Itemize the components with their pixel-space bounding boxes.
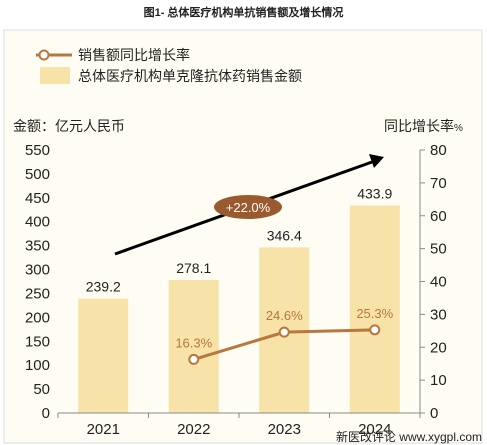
x-tick-label: 2024 <box>358 421 391 438</box>
growth-point <box>369 324 381 336</box>
chart-panel <box>3 29 483 444</box>
y2-tick-label: 50 <box>430 241 447 258</box>
y2-tick-label: 60 <box>430 208 447 225</box>
bar-value-label: 433.9 <box>357 186 392 202</box>
bar-value-label: 278.1 <box>176 260 211 276</box>
y2-tick-label: 20 <box>430 339 447 356</box>
y2-axis: 0 10 20 30 40 50 60 70 80 <box>420 142 447 422</box>
bar <box>349 205 400 413</box>
legend-line-label: 销售额同比增长率 <box>78 47 190 63</box>
x-tick-label: 2022 <box>177 421 210 438</box>
legend-bar-label: 总体医疗机构单克隆抗体药销售金额 <box>78 68 302 84</box>
legend-line-marker <box>38 49 50 61</box>
bar-value-label: 346.4 <box>267 227 302 243</box>
growth-point <box>278 326 290 338</box>
y2-tick-label: 10 <box>430 372 447 389</box>
legend-bar-swatch <box>40 67 70 84</box>
arrowhead-icon <box>369 154 384 168</box>
growth-annotation: +22.0% <box>214 195 282 219</box>
y-axis-title: 金额：亿元人民币 <box>13 118 125 134</box>
line-series <box>188 324 381 365</box>
x-tick-label: 2021 <box>87 421 120 438</box>
annotation-text: +22.0% <box>226 200 271 215</box>
x-tick-label: 2023 <box>268 421 301 438</box>
y2-tick-label: 30 <box>430 306 447 323</box>
growth-value-label: 24.6% <box>266 308 303 323</box>
y-tick-label: 200 <box>25 309 50 326</box>
y2-tick-label: 80 <box>430 142 447 159</box>
bar-series <box>78 205 400 413</box>
y-tick-label: 550 <box>25 142 50 159</box>
y-tick-label: 100 <box>25 357 50 374</box>
y-tick-label: 0 <box>42 405 50 422</box>
bar <box>168 280 219 413</box>
growth-value-label: 16.3% <box>175 335 212 350</box>
y-tick-label: 450 <box>25 190 50 207</box>
y-tick-label: 350 <box>25 238 50 255</box>
y-tick-label: 300 <box>25 262 50 279</box>
y2-axis-unit: % <box>454 123 463 134</box>
y2-tick-label: 40 <box>430 274 447 291</box>
page-title: 图1- 总体医疗机构单抗销售额及增长情况 <box>144 5 344 19</box>
legend: 销售额同比增长率 总体医疗机构单克隆抗体药销售金额 <box>36 47 302 84</box>
x-axis: 2021 2022 2023 2024 <box>57 413 421 438</box>
y2-axis-title: 同比增长率% <box>384 118 463 134</box>
y2-tick-label: 70 <box>430 175 447 192</box>
y-axis: 0 50 100 150 200 250 300 350 400 450 500 550 <box>25 142 50 422</box>
y2-tick-label: 0 <box>430 405 438 422</box>
bar <box>78 298 129 413</box>
line-labels: 16.3% 24.6% 25.3% <box>175 306 393 351</box>
y-tick-label: 400 <box>25 214 50 231</box>
y-tick-label: 50 <box>33 381 50 398</box>
growth-value-label: 25.3% <box>356 306 393 321</box>
y-tick-label: 150 <box>25 333 50 350</box>
growth-point <box>188 353 200 365</box>
bar-value-label: 239.2 <box>86 279 121 295</box>
y-tick-label: 250 <box>25 285 50 302</box>
annotation-badge <box>214 195 282 219</box>
bar-labels: 239.2 278.1 346.4 433.9 <box>86 186 393 295</box>
y-tick-label: 500 <box>25 166 50 183</box>
watermark: 新医改评论 www.xygpl.com <box>336 429 482 444</box>
